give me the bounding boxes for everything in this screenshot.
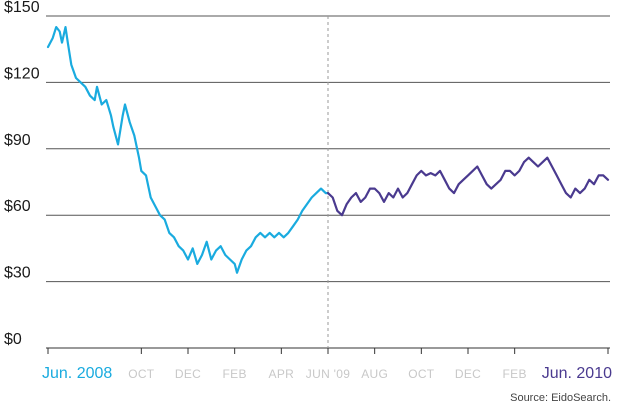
x-tick-label: AUG bbox=[361, 367, 388, 381]
y-tick-label: $0 bbox=[4, 331, 22, 348]
x-tick-label: Jun. 2010 bbox=[542, 365, 612, 382]
x-tick-label: FEB bbox=[503, 367, 527, 381]
series-group bbox=[46, 26, 610, 274]
x-tick-label: DEC bbox=[175, 367, 201, 381]
y-tick-label: $90 bbox=[4, 132, 31, 149]
x-tick-label: OCT bbox=[408, 367, 435, 381]
x-tick-label: Jun. 2008 bbox=[42, 365, 112, 382]
source-label: Source: EidoSearch. bbox=[510, 392, 611, 404]
x-tick-label: FEB bbox=[223, 367, 247, 381]
series-line-2 bbox=[326, 156, 610, 217]
x-tick-label: APR bbox=[269, 367, 295, 381]
x-axis-ticks: Jun. 2008 OCT DEC FEB APR JUN '09 AUG OCT DEC FEB… bbox=[42, 348, 612, 382]
x-tick-label: OCT bbox=[128, 367, 155, 381]
y-tick-label: $120 bbox=[4, 65, 40, 82]
series-line-1 bbox=[46, 26, 330, 274]
y-tick-label: $150 bbox=[4, 0, 40, 16]
y-tick-label: $30 bbox=[4, 265, 31, 282]
x-tick-label: DEC bbox=[455, 367, 481, 381]
x-tick-label: JUN '09 bbox=[306, 367, 350, 381]
y-tick-label: $60 bbox=[4, 198, 31, 215]
y-axis-ticks: $0 $30 $60 $90 $120 $150 bbox=[4, 0, 40, 348]
